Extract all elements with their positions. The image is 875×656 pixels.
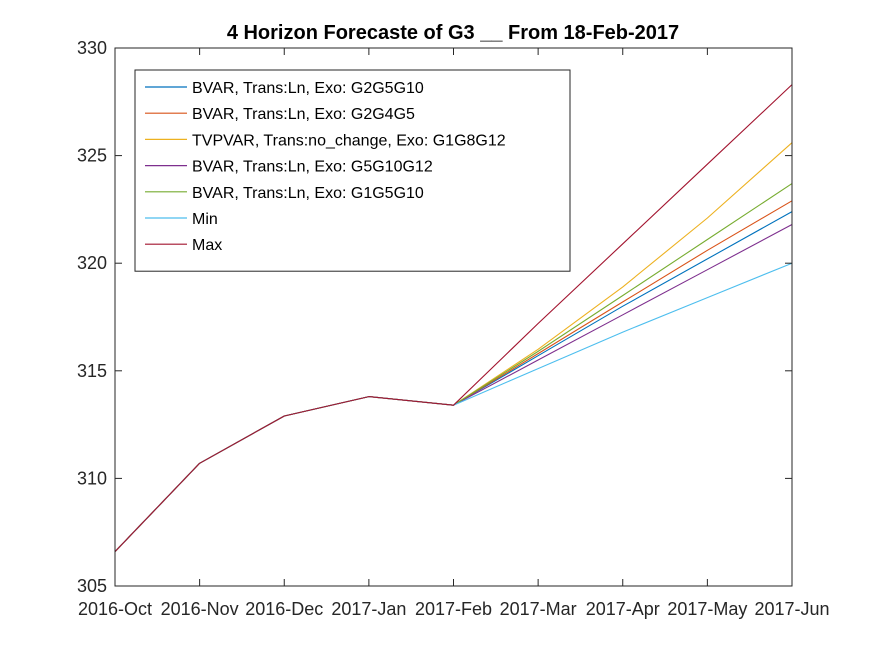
y-tick-label: 325	[77, 146, 107, 166]
legend-label: TVPVAR, Trans:no_change, Exo: G1G8G12	[192, 132, 506, 149]
legend-label: BVAR, Trans:Ln, Exo: G1G5G10	[192, 185, 424, 202]
x-tick-label: 2017-Feb	[415, 599, 492, 619]
x-tick-label: 2017-Jun	[754, 599, 829, 619]
y-tick-label: 330	[77, 38, 107, 58]
x-tick-label: 2017-Apr	[586, 599, 660, 619]
x-tick-label: 2017-Jan	[331, 599, 406, 619]
series-line-7	[114, 84, 793, 552]
legend-label: Min	[192, 211, 218, 228]
legend: BVAR, Trans:Ln, Exo: G2G5G10 BVAR, Trans:…	[134, 69, 571, 272]
x-tick-label: 2016-Dec	[245, 599, 323, 619]
y-tick-label: 305	[77, 576, 107, 596]
x-tick-label: 2016-Nov	[161, 599, 239, 619]
x-tick-label: 2017-May	[667, 599, 747, 619]
legend-label: BVAR, Trans:Ln, Exo: G2G4G5	[192, 106, 415, 123]
series-group	[114, 84, 793, 552]
legend-label: Max	[192, 237, 222, 254]
y-tick-label: 310	[77, 468, 107, 488]
chart-title: 4 Horizon Forecaste of G3 __ From 18-Feb…	[227, 22, 679, 44]
y-axis: 305 310 315 320 325 330	[77, 38, 792, 596]
x-axis: 2016-Oct 2016-Nov 2016-Dec 2017-Jan 2017-Feb…	[78, 48, 830, 619]
y-tick-label: 320	[77, 253, 107, 273]
y-tick-label: 315	[77, 361, 107, 381]
legend-box	[134, 69, 571, 272]
x-tick-label: 2016-Oct	[78, 599, 152, 619]
x-tick-label: 2017-Mar	[500, 599, 577, 619]
legend-label: BVAR, Trans:Ln, Exo: G5G10G12	[192, 159, 433, 176]
legend-label: BVAR, Trans:Ln, Exo: G2G5G10	[192, 80, 424, 97]
